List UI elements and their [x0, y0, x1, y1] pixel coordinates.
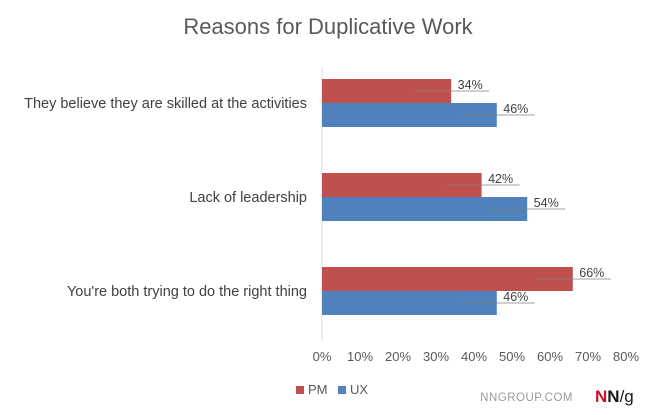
logo-n2: N [607, 387, 619, 406]
brand-site-text: NNGROUP.COM [480, 392, 573, 404]
data-label-ux: 46% [503, 290, 528, 304]
logo-n1: N [595, 387, 607, 406]
x-tick-label: 70% [575, 349, 601, 364]
x-tick-label: 60% [537, 349, 563, 364]
data-label-pm: 66% [579, 266, 604, 280]
chart-title: Reasons for Duplicative Work [183, 14, 473, 39]
x-tick-label: 20% [385, 349, 411, 364]
legend-label-ux: UX [350, 382, 368, 397]
branding: NNGROUP.COM NN/g [480, 387, 634, 406]
category-label: Lack of leadership [189, 190, 307, 206]
data-labels: 34% 46% 42% 54% 66% 46% [415, 78, 611, 304]
logo-g: /g [620, 387, 634, 406]
x-axis-ticks: 0% 10% 20% 30% 40% 50% 60% 70% 80% [313, 349, 640, 364]
x-tick-label: 80% [613, 349, 639, 364]
legend: PM UX [296, 382, 368, 397]
data-label-pm: 34% [458, 78, 483, 92]
x-tick-label: 10% [347, 349, 373, 364]
legend-swatch-pm [296, 386, 304, 394]
category-label: You're both trying to do the right thing [67, 284, 307, 300]
x-tick-label: 50% [499, 349, 525, 364]
data-label-ux: 54% [534, 196, 559, 210]
legend-label-pm: PM [308, 382, 328, 397]
nng-logo: NN/g [595, 387, 634, 406]
x-tick-label: 30% [423, 349, 449, 364]
data-label-pm: 42% [488, 172, 513, 186]
x-tick-label: 0% [313, 349, 332, 364]
category-label: They believe they are skilled at the act… [24, 96, 307, 112]
data-label-ux: 46% [503, 102, 528, 116]
legend-swatch-ux [338, 386, 346, 394]
x-tick-label: 40% [461, 349, 487, 364]
category-labels: They believe they are skilled at the act… [24, 96, 307, 300]
bar-pm [322, 267, 573, 291]
